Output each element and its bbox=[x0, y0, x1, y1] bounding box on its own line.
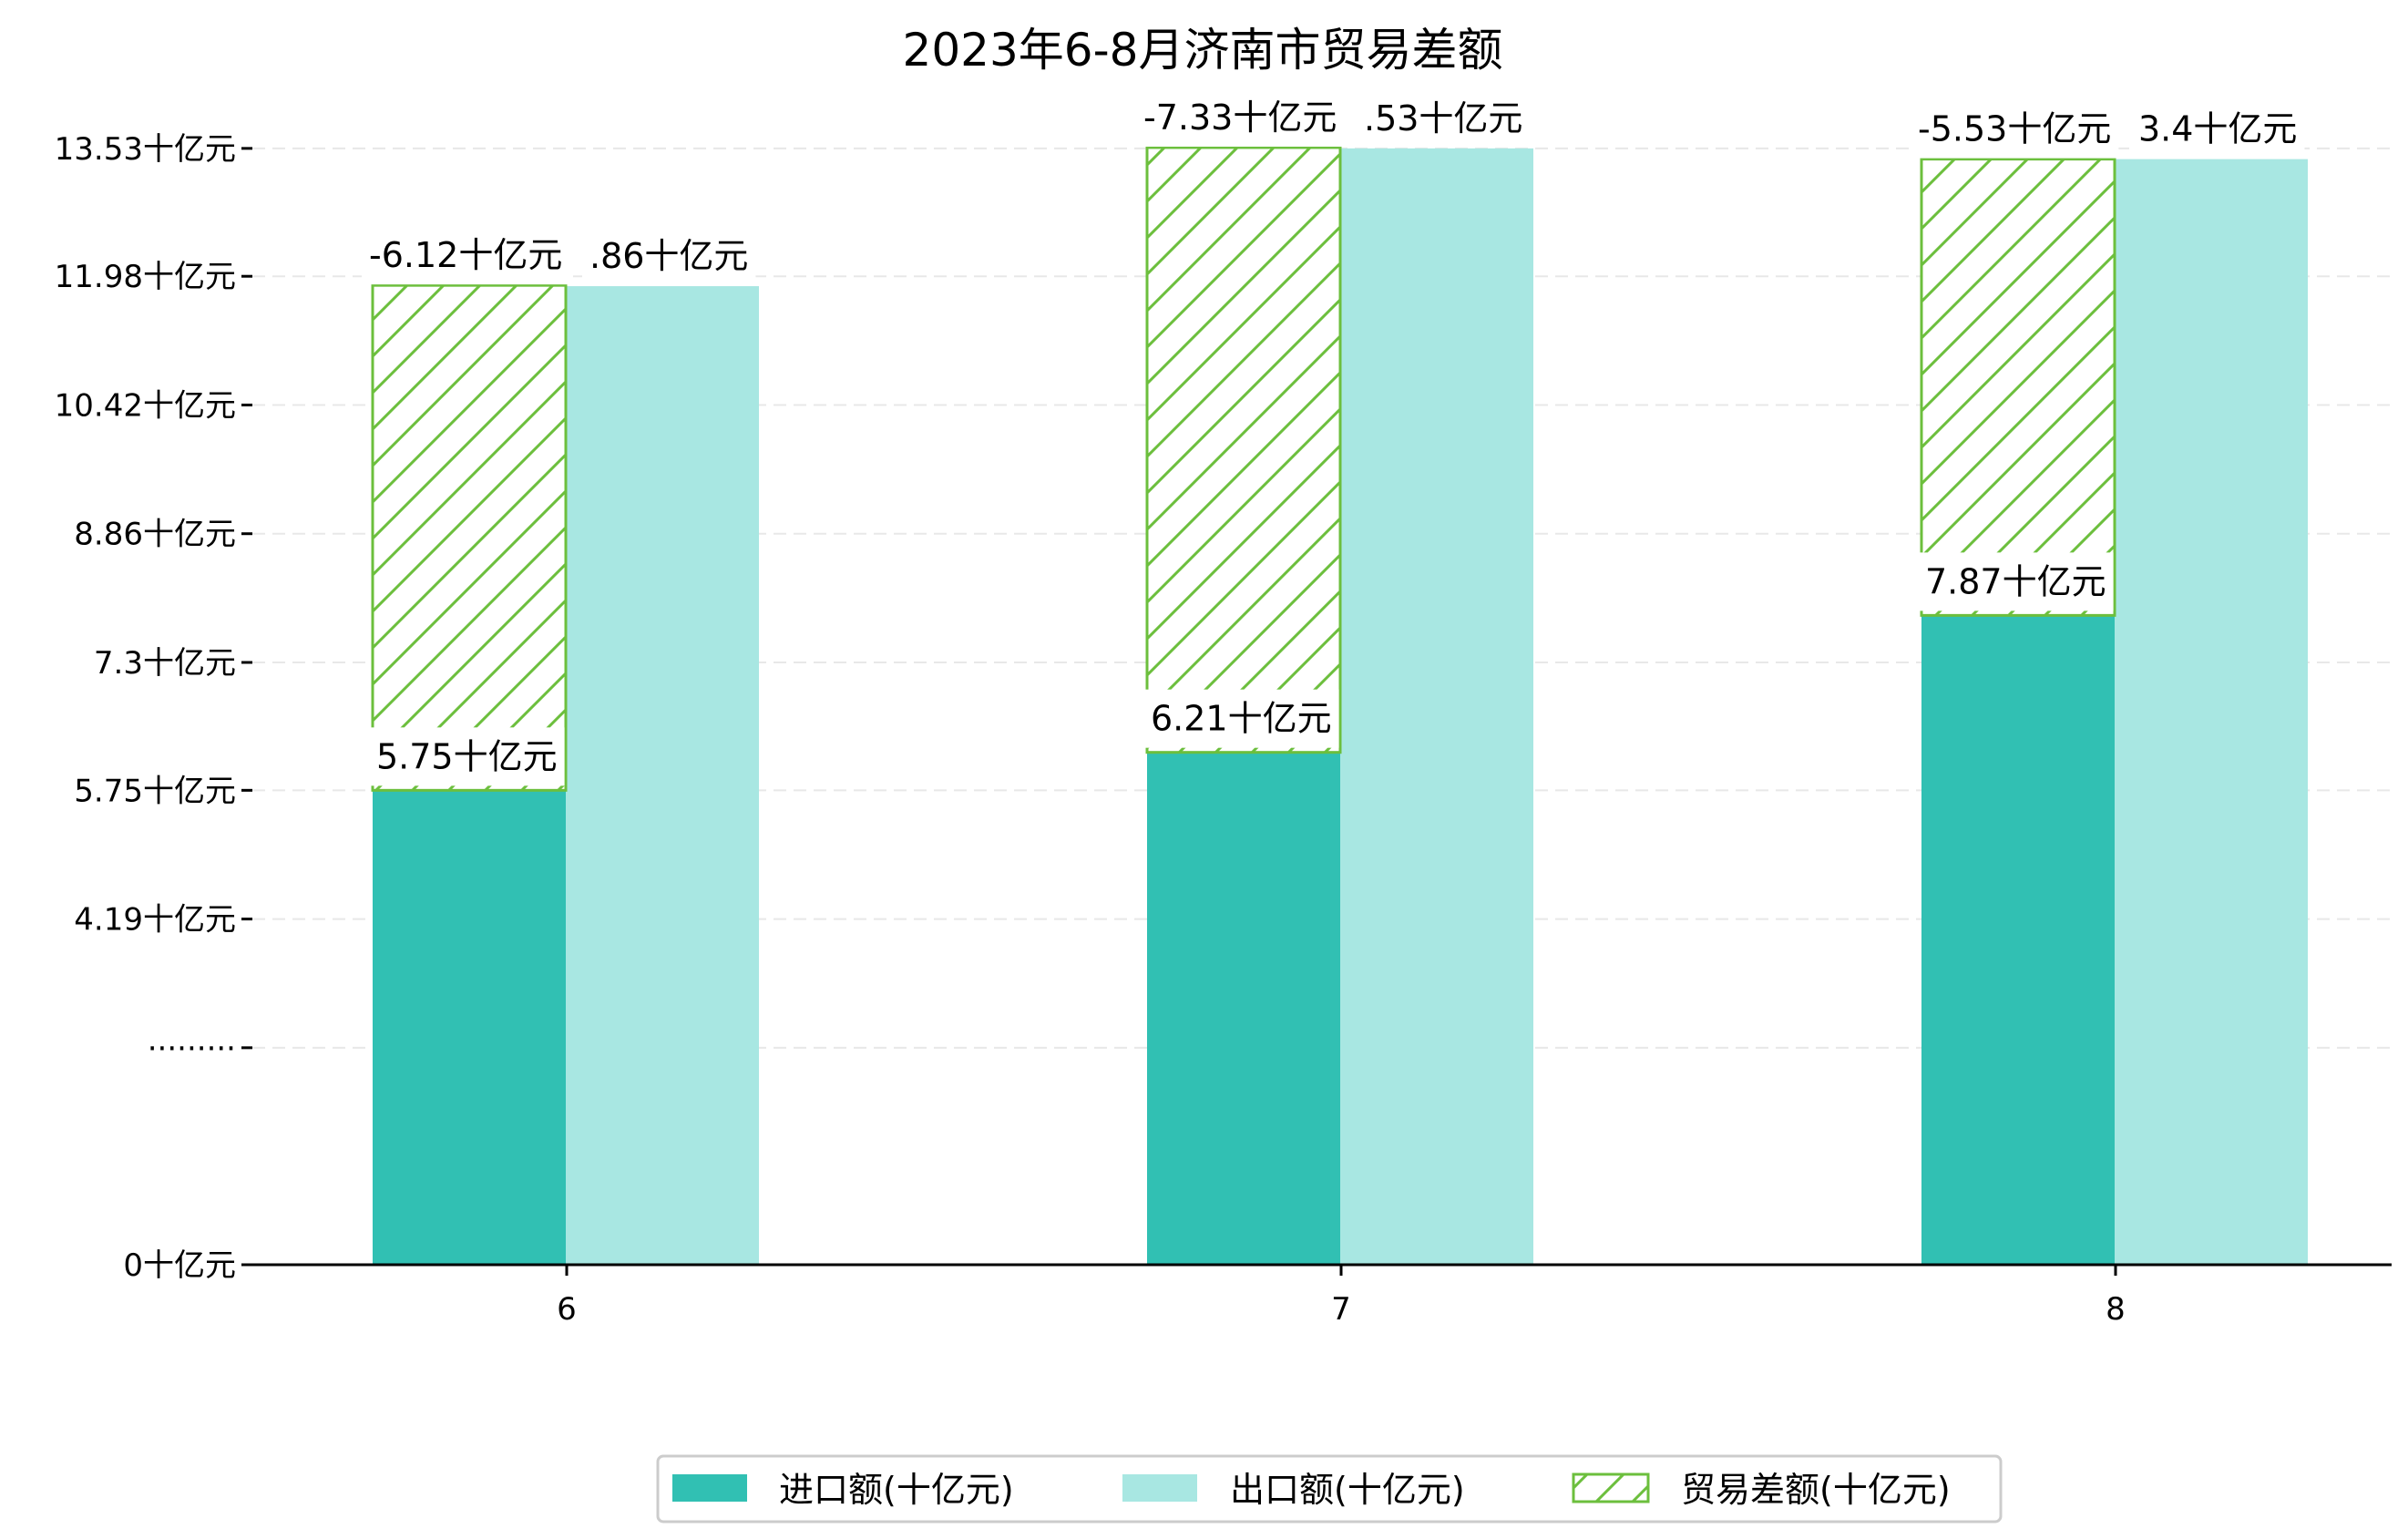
export-value-label-box bbox=[582, 227, 756, 286]
bar-layer bbox=[371, 146, 2308, 1265]
legend-export-swatch bbox=[1122, 1474, 1197, 1502]
export-value-label: .86十亿元 bbox=[589, 236, 748, 276]
y-tick-label: 0十亿元 bbox=[123, 1247, 236, 1284]
export-value-label-group: .86十亿元 bbox=[582, 227, 756, 286]
balance-value-label: -6.12十亿元 bbox=[369, 235, 562, 275]
import-value-label-group: 6.21十亿元 bbox=[1143, 689, 1339, 748]
y-tick-label: 5.75十亿元 bbox=[74, 773, 236, 809]
label-layer: .86十亿元 -6.12十亿元 5.75十亿元 .53十亿元 -7.33十亿元 6.21十… bbox=[362, 87, 2305, 786]
balance-value-label-group: -6.12十亿元 bbox=[362, 226, 570, 285]
y-tick-label: 7.3十亿元 bbox=[94, 645, 236, 682]
export-value-label-box bbox=[2131, 99, 2305, 159]
import-value-label-group: 7.87十亿元 bbox=[1918, 552, 2114, 611]
x-tick-label: 7 bbox=[1331, 1291, 1351, 1328]
export-value-label-group: 3.4十亿元 bbox=[2131, 99, 2305, 159]
balance-value-label-box bbox=[1911, 99, 2119, 159]
y-tick-label: 8.86十亿元 bbox=[74, 517, 236, 553]
legend-export-label: 出口额(十亿元) bbox=[1230, 1470, 1465, 1510]
import-value-label-box bbox=[369, 727, 565, 786]
balance-value-label-group: -5.53十亿元 bbox=[1911, 99, 2119, 159]
y-tick-label: 4.19十亿元 bbox=[74, 902, 236, 939]
export-bar bbox=[1340, 148, 1533, 1265]
legend: 进口额(十亿元) 出口额(十亿元) 贸易差额(十亿元) bbox=[656, 1454, 2003, 1524]
balance-bar bbox=[1920, 158, 2116, 617]
y-tick-label: 11.98十亿元 bbox=[55, 259, 236, 295]
axis-layer: 0十亿元·········4.19十亿元5.75十亿元7.3十亿元8.86十亿元… bbox=[55, 131, 2392, 1328]
import-value-label: 7.87十亿元 bbox=[1925, 561, 2106, 601]
x-tick-label: 8 bbox=[2106, 1291, 2126, 1328]
legend-import-label: 进口额(十亿元) bbox=[779, 1470, 1014, 1510]
export-value-label: 3.4十亿元 bbox=[2138, 109, 2297, 149]
export-value-label-box bbox=[1357, 88, 1531, 148]
import-bar bbox=[1921, 615, 2115, 1265]
balance-value-label: -7.33十亿元 bbox=[1143, 97, 1337, 138]
import-value-label: 6.21十亿元 bbox=[1151, 699, 1332, 739]
balance-bar bbox=[371, 283, 568, 792]
legend-frame bbox=[656, 1454, 2003, 1524]
balance-value-label-box bbox=[1136, 87, 1345, 147]
legend-import-swatch bbox=[672, 1474, 747, 1502]
y-tick-label: 13.53十亿元 bbox=[55, 131, 236, 168]
legend-balance-label: 贸易差额(十亿元) bbox=[1681, 1470, 1951, 1510]
import-value-label-group: 5.75十亿元 bbox=[369, 727, 565, 786]
import-bar bbox=[373, 790, 566, 1265]
balance-value-label-group: -7.33十亿元 bbox=[1136, 87, 1345, 147]
y-tick-label: ········· bbox=[148, 1031, 236, 1067]
import-bar bbox=[1147, 752, 1340, 1265]
balance-bar bbox=[1145, 146, 1342, 754]
import-value-label-box bbox=[1143, 689, 1339, 748]
x-tick-label: 6 bbox=[557, 1291, 577, 1328]
import-value-label: 5.75十亿元 bbox=[376, 736, 558, 776]
export-value-label: .53十亿元 bbox=[1364, 98, 1522, 139]
export-bar bbox=[2115, 159, 2308, 1265]
export-value-label-group: .53十亿元 bbox=[1357, 88, 1531, 148]
balance-value-label: -5.53十亿元 bbox=[1918, 109, 2111, 149]
balance-value-label-box bbox=[362, 226, 570, 285]
chart-title: 2023年6-8月济南市贸易差额 bbox=[903, 24, 1503, 77]
export-bar bbox=[566, 286, 759, 1265]
import-value-label-box bbox=[1918, 552, 2114, 611]
legend-balance-swatch bbox=[1572, 1472, 1650, 1503]
y-tick-label: 10.42十亿元 bbox=[55, 387, 236, 424]
